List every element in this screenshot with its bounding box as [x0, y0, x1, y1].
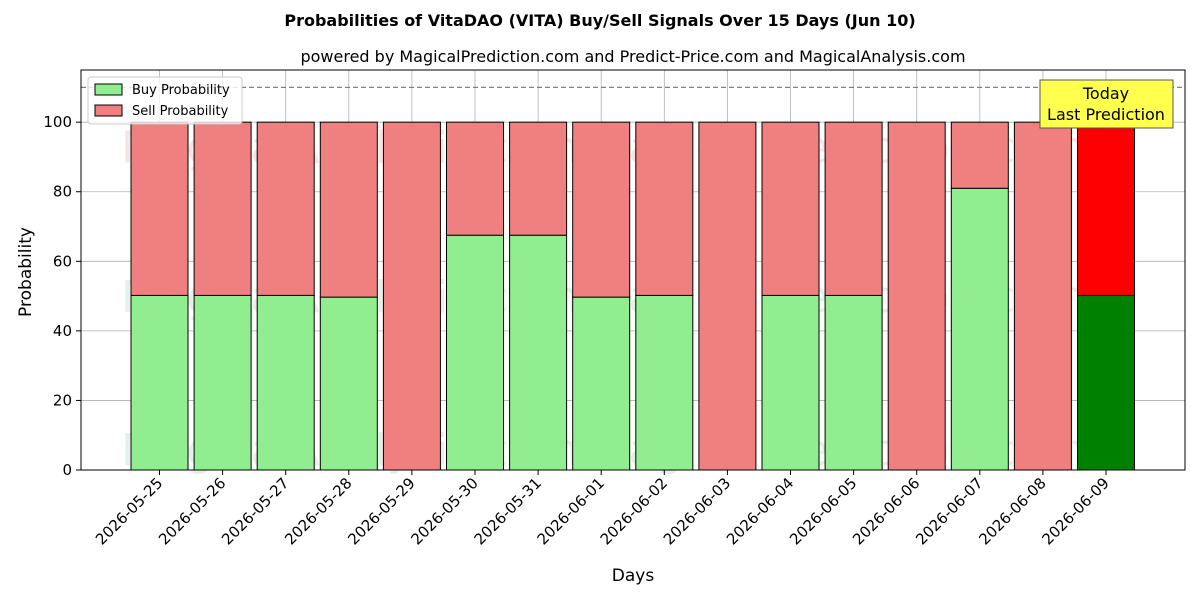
x-tick-label: 2026-06-03 — [660, 474, 734, 548]
bar-sell — [130, 121, 189, 296]
annotation-line-1: Today — [1082, 84, 1129, 103]
bar-buy — [950, 187, 1009, 471]
bar-buy — [446, 234, 504, 471]
x-tick-label: 2026-05-31 — [471, 474, 545, 548]
plot-frame — [80, 69, 1186, 471]
bars — [130, 121, 1135, 471]
x-tick-label: 2026-05-27 — [218, 474, 292, 548]
y-tick-label: 100 — [43, 113, 72, 131]
x-tick-label: 2026-06-04 — [723, 474, 797, 548]
x-tick-label: 2026-05-26 — [155, 474, 229, 548]
bar-buy — [824, 294, 883, 471]
x-tick-label: 2026-06-01 — [534, 474, 608, 548]
y-tick-label: 60 — [53, 252, 72, 270]
legend: Buy Probability Sell Probability — [87, 76, 243, 125]
legend-sell-swatch — [94, 104, 123, 117]
legend-buy-label: Buy Probability — [132, 83, 230, 98]
bar-sell — [887, 121, 946, 471]
x-tick-label: 2026-05-29 — [344, 474, 418, 548]
bar-sell — [446, 121, 504, 236]
x-tick-label: 2026-05-30 — [407, 474, 481, 548]
y-tick-label: 20 — [53, 391, 72, 409]
x-tick-label: 2026-06-06 — [849, 474, 923, 548]
bar-buy — [761, 294, 820, 471]
bar-sell — [193, 121, 252, 296]
bar-sell — [319, 121, 378, 298]
legend-buy-swatch — [94, 83, 123, 96]
bar-buy — [509, 234, 568, 471]
bar-buy — [130, 294, 189, 471]
bar-buy — [193, 294, 252, 471]
y-tick-label: 80 — [53, 183, 72, 201]
x-tick-label: 2026-06-07 — [912, 474, 986, 548]
bar-buy — [319, 296, 378, 471]
legend-box — [87, 76, 243, 125]
bar-sell — [382, 121, 441, 471]
chart-title: Probabilities of VitaDAO (VITA) Buy/Sell… — [284, 11, 915, 30]
x-axis-ticks: 2026-05-252026-05-262026-05-272026-05-28… — [92, 470, 1113, 548]
bar-sell — [950, 121, 1009, 189]
bar-buy — [256, 294, 315, 471]
chart-subtitle: powered by MagicalPrediction.com and Pre… — [300, 47, 965, 66]
bar-sell — [761, 121, 820, 296]
bar-buy — [635, 294, 694, 471]
bar-sell — [509, 121, 568, 236]
y-tick-label: 40 — [53, 322, 72, 340]
bar-sell — [256, 121, 315, 296]
legend-sell-label: Sell Probability — [132, 104, 229, 119]
bar-buy — [572, 296, 631, 471]
x-tick-label: 2026-05-28 — [281, 474, 355, 548]
x-tick-label: 2026-05-25 — [92, 474, 166, 548]
x-tick-label: 2026-06-08 — [975, 474, 1049, 548]
x-tick-label: 2026-06-09 — [1038, 474, 1112, 548]
bar-sell — [572, 121, 631, 298]
x-axis-label: Days — [612, 566, 655, 586]
y-tick-label: 0 — [62, 461, 72, 479]
bar-sell — [698, 121, 757, 471]
bar-sell — [635, 121, 694, 296]
annotation-line-2: Last Prediction — [1047, 105, 1165, 124]
bar-sell — [1013, 121, 1072, 471]
y-axis-label: Probability — [16, 227, 36, 317]
x-tick-label: 2026-06-02 — [597, 474, 671, 548]
bar-sell — [824, 121, 883, 296]
bar-buy — [1077, 294, 1135, 471]
annotation-box — [1039, 79, 1174, 129]
y-axis-ticks: 0 20 40 60 80 100 — [43, 113, 81, 479]
today-annotation: Today Last Prediction — [1039, 79, 1174, 129]
x-tick-label: 2026-06-05 — [786, 474, 860, 548]
bar-sell — [1077, 121, 1135, 296]
